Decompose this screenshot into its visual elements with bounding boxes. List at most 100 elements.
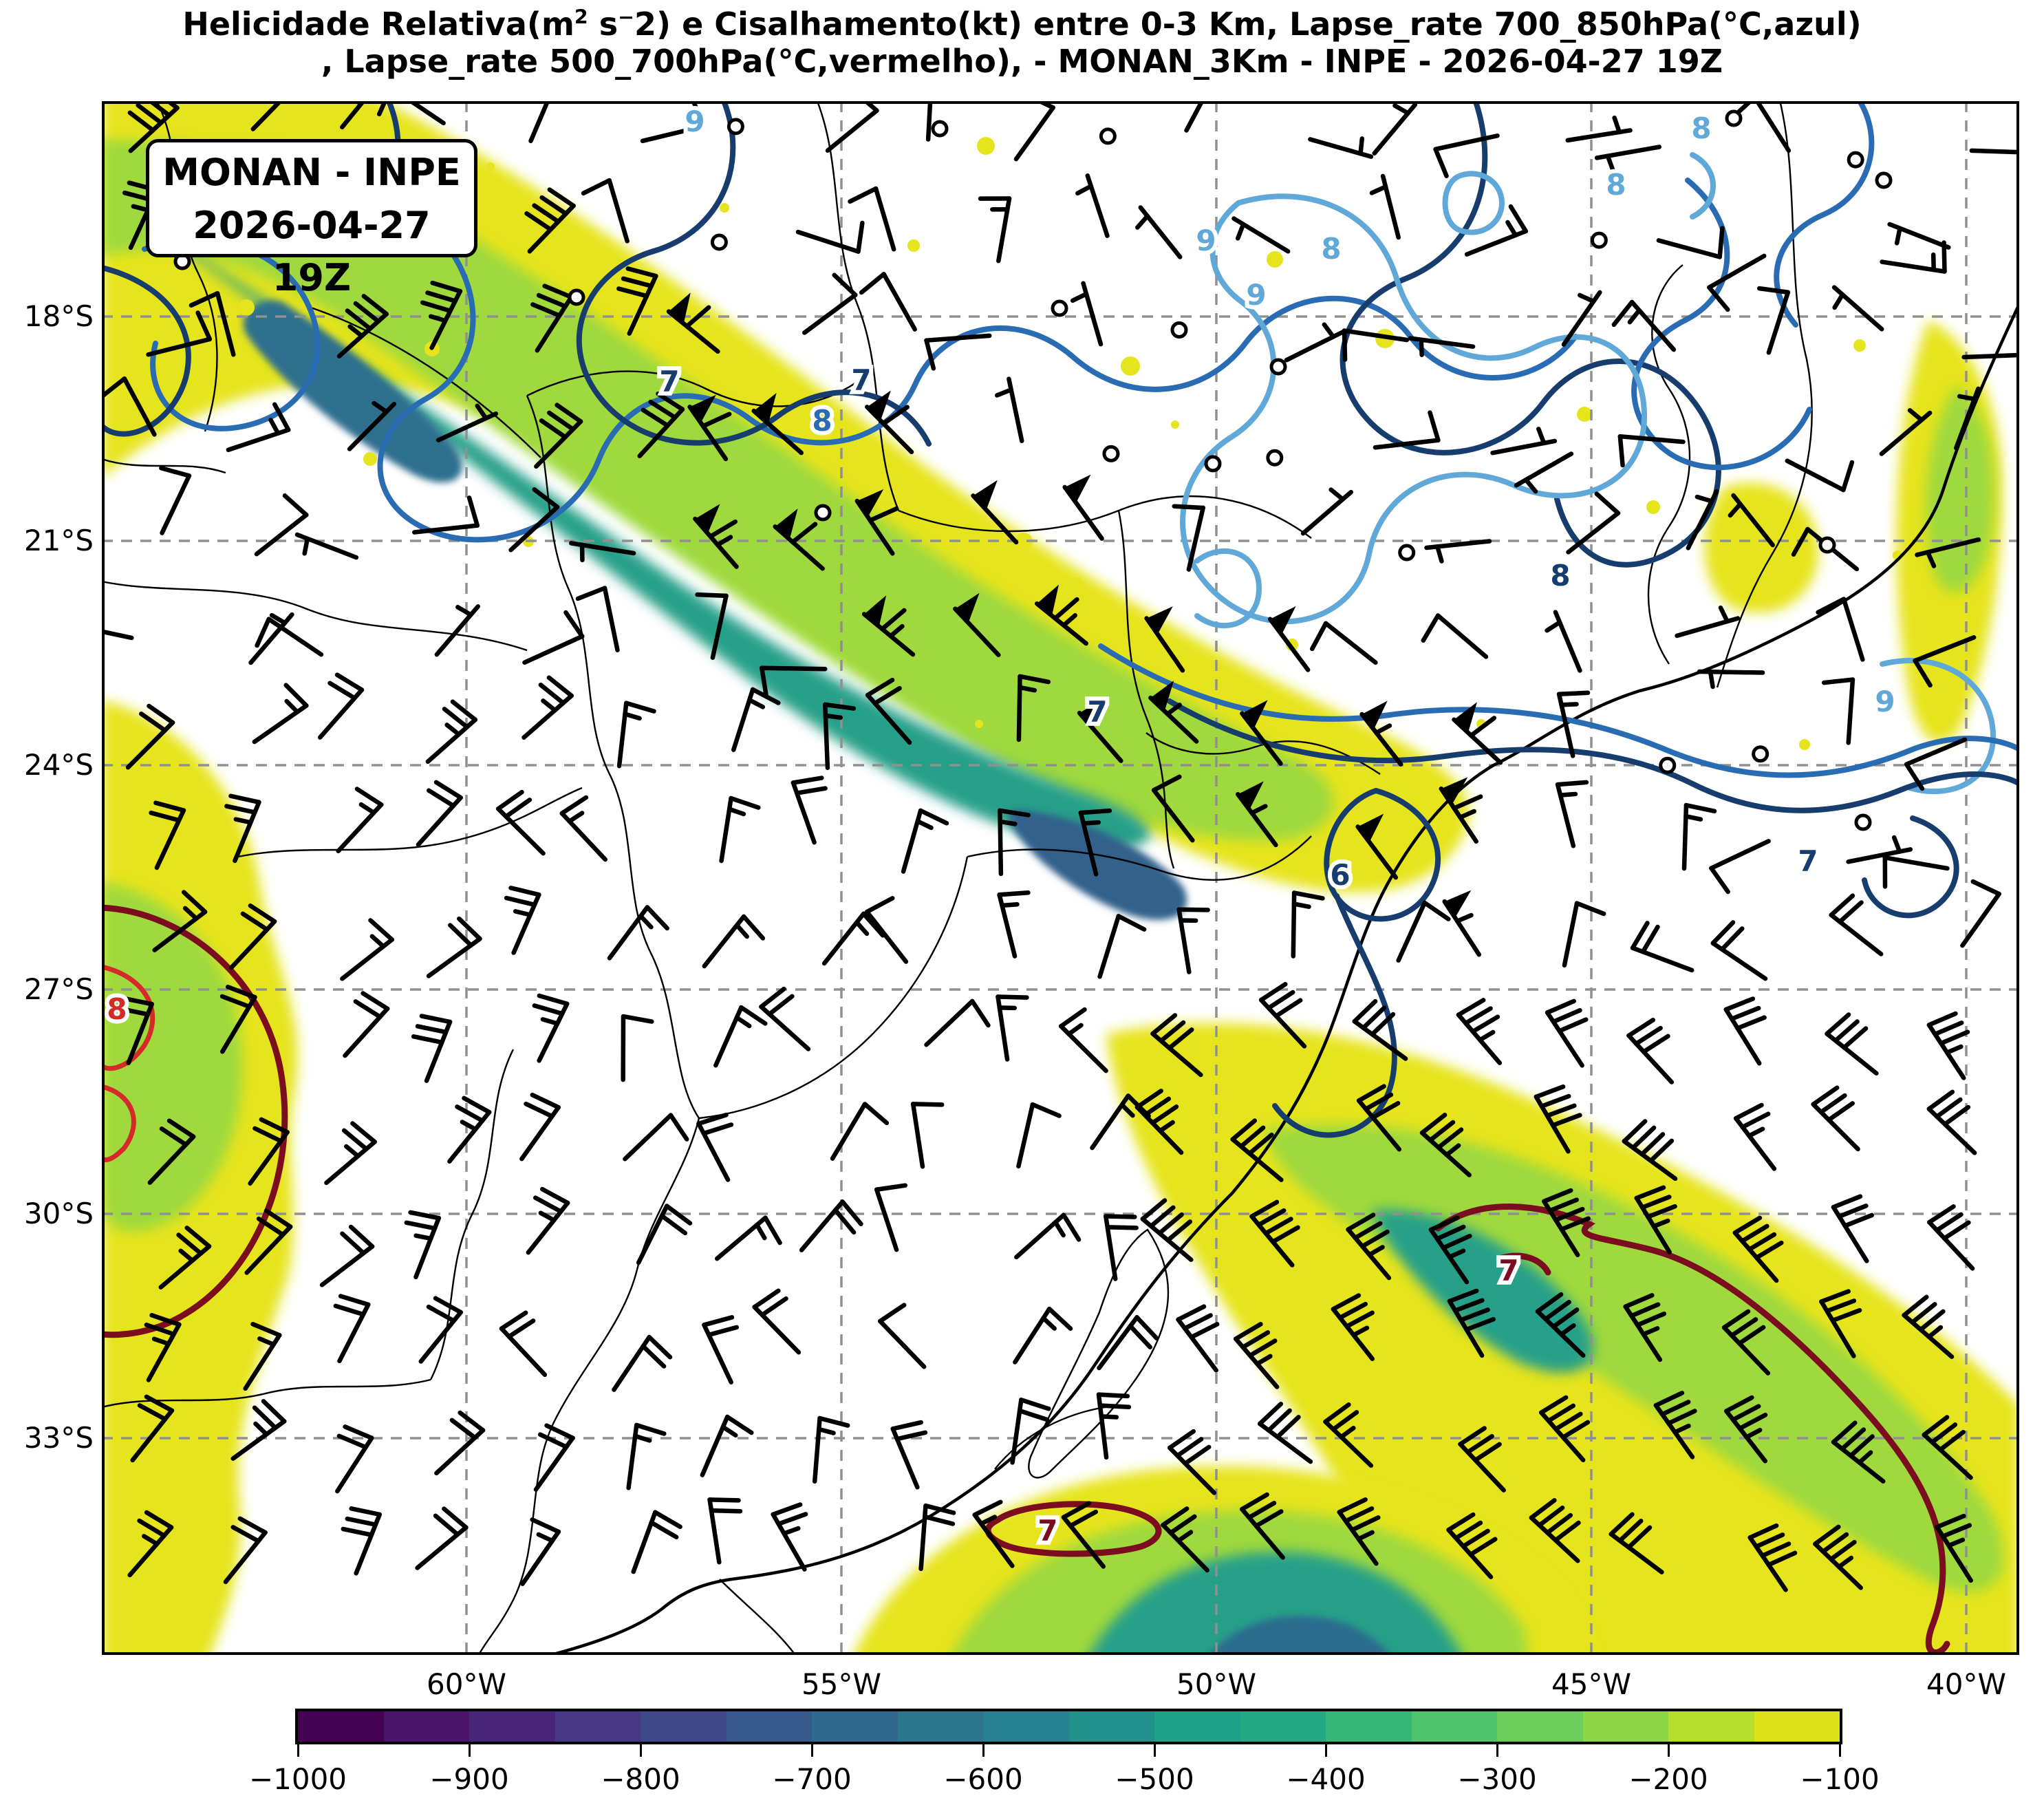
wind-barb-icon: [1442, 890, 1482, 957]
contour-line-navy: [1272, 893, 1397, 1138]
contour-label: 8: [1691, 111, 1711, 145]
wind-barb-icon: [317, 672, 365, 740]
wind-barb-icon: [336, 294, 389, 359]
contour-line-light: [1194, 548, 1262, 629]
wind-barb-icon: [127, 101, 180, 153]
helicity-speck: [977, 137, 995, 155]
wind-barb-icon: [760, 665, 828, 699]
wind-barb-icon: [144, 1313, 182, 1382]
wind-barb-icon: [534, 403, 583, 469]
wind-barb-icon: [117, 996, 154, 1066]
wind-barb-icon: [425, 699, 478, 764]
calm-wind-icon: [814, 504, 832, 522]
wind-barb-icon: [848, 186, 896, 252]
helicity-speck: [720, 203, 729, 213]
lon-tick-label: 50°W: [1176, 1667, 1256, 1701]
wind-barb-icon: [1233, 1322, 1280, 1389]
wind-barb-icon: [997, 890, 1031, 959]
wind-barb-icon: [1034, 584, 1088, 646]
wind-barb-icon: [1556, 690, 1591, 758]
lat-tick-label: 27°S: [23, 972, 94, 1006]
wind-barb-icon: [802, 272, 858, 335]
colorbar-segment: [897, 1711, 983, 1742]
colorbar-segment: [812, 1711, 898, 1742]
contour-line-maroon: [1496, 1252, 1551, 1276]
wind-barb-icon: [1236, 781, 1278, 848]
wind-barb-icon: [1369, 173, 1401, 240]
helicity-region: [140, 218, 1150, 850]
wind-barb-icon: [998, 808, 1031, 877]
wind-barb-icon: [1733, 1102, 1777, 1171]
map-panel[interactable]: 777899988887697877 MONAN - INPE 2026-04-…: [102, 101, 2019, 1655]
wind-barb-icon: [1014, 1212, 1082, 1260]
wind-barb-icon: [790, 776, 828, 845]
wind-barb-icon: [1097, 914, 1147, 979]
wind-barb-icon: [799, 1199, 863, 1252]
colorbar-tick-label: −100: [1800, 1762, 1880, 1796]
wind-barb-icon: [1723, 1395, 1768, 1464]
contour-label: 8: [812, 404, 832, 438]
colorbar-segment: [469, 1711, 555, 1742]
wind-barb-icon: [1058, 1007, 1108, 1073]
wind-barb-icon: [924, 333, 992, 371]
helicity-speck: [1577, 407, 1592, 422]
wind-barb-icon: [1926, 1011, 1970, 1080]
wind-barb-icon: [1309, 621, 1378, 665]
wind-barb-icon: [1913, 635, 1977, 688]
wind-barb-icon: [254, 493, 309, 557]
lat-tick-label: 21°S: [23, 524, 94, 557]
wind-barb-icon: [1542, 1188, 1591, 1258]
wind-barb-icon: [1284, 322, 1346, 363]
wind-barb-icon: [1135, 205, 1183, 259]
wind-barb-icon: [1231, 216, 1291, 254]
colorbar-segment: [641, 1711, 727, 1742]
wind-barb-icon: [248, 1117, 290, 1186]
wind-barb-icon: [1240, 1492, 1285, 1560]
calm-wind-icon: [1847, 151, 1864, 169]
wind-barb-icon: [696, 1113, 734, 1182]
wind-barb-icon: [612, 1334, 673, 1392]
weather-map[interactable]: 777899988887697877: [102, 101, 2019, 1655]
wind-barb-icon: [1144, 606, 1185, 673]
wind-barb-icon: [499, 1310, 548, 1378]
wind-barb-icon: [1148, 681, 1199, 744]
wind-barb-icon: [319, 1224, 375, 1287]
wind-barb-icon: [978, 196, 1012, 264]
wind-barb-icon: [1355, 813, 1399, 880]
wind-barb-icon: [243, 1321, 282, 1391]
wind-barb-icon: [1342, 328, 1410, 362]
wind-barb-icon: [569, 541, 636, 563]
wind-barb-icon: [953, 592, 1001, 658]
helicity-region: [1009, 810, 1187, 920]
wind-barb-icon: [1757, 286, 1791, 355]
colorbar-tick: [640, 1744, 642, 1757]
wind-barb-icon: [1529, 1498, 1581, 1563]
wind-barb-icon: [159, 466, 192, 535]
wind-barb-icon: [1337, 1497, 1381, 1566]
wind-barb-icon: [925, 101, 933, 142]
wind-barb-icon: [519, 1092, 561, 1162]
wind-barb-icon: [1016, 1102, 1062, 1169]
wind-barb-icon: [1267, 606, 1311, 672]
wind-barb-icon: [495, 789, 546, 856]
wind-barb-icon: [752, 1288, 802, 1355]
wind-barb-icon: [1359, 701, 1403, 767]
wind-barb-icon: [1922, 1415, 1973, 1480]
wind-barb-icon: [631, 1510, 682, 1574]
colorbar-segment: [1068, 1711, 1154, 1742]
contour-label: 6: [1330, 858, 1350, 892]
wind-barb-icon: [1709, 839, 1771, 895]
wind-barb-icon: [1634, 1185, 1677, 1254]
wind-barb-icon: [1902, 1294, 1955, 1359]
contour-line-med: [1098, 643, 2019, 778]
wind-barb-icon: [530, 284, 574, 353]
coastline: [550, 303, 2019, 1655]
wind-barb-icon: [666, 292, 720, 354]
wind-barb-icon: [1969, 148, 2019, 155]
helicity-speck: [1066, 577, 1084, 595]
wind-barb-icon: [1167, 1429, 1217, 1495]
colorbar-segment: [1326, 1711, 1412, 1742]
wind-barb-icon: [1880, 240, 1947, 274]
model-run-inset-label: MONAN - INPE 2026-04-27 19Z: [146, 139, 477, 299]
wind-barb-icon: [637, 392, 685, 458]
